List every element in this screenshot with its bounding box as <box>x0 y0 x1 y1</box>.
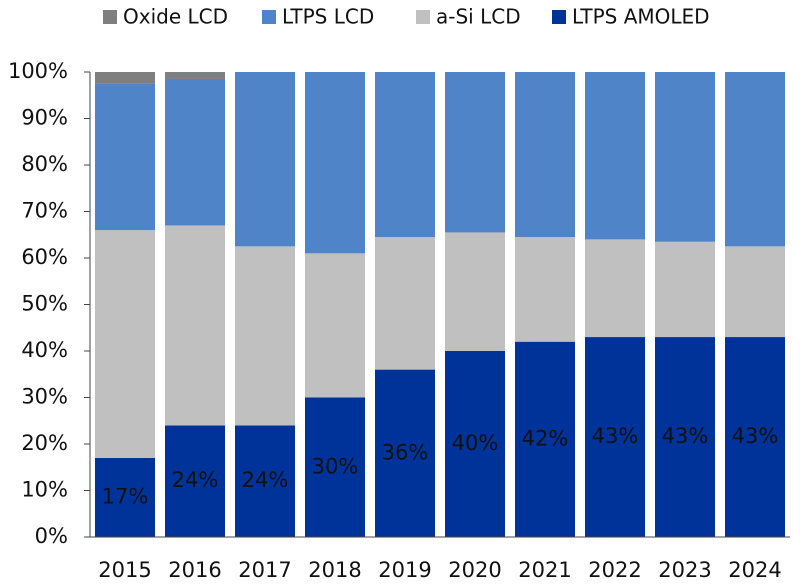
bar-segment <box>515 72 575 238</box>
bar-segment <box>585 337 645 537</box>
legend-label: LTPS LCD <box>282 5 374 29</box>
bar-segment <box>95 457 155 537</box>
x-tick-label: 2023 <box>658 558 711 582</box>
bar-segment <box>95 230 155 458</box>
x-tick-label: 2016 <box>168 558 221 582</box>
legend-swatch <box>103 10 117 24</box>
x-tick-label: 2020 <box>448 558 501 582</box>
bar-segment <box>655 337 715 537</box>
bar-segment <box>305 397 365 537</box>
bar-segment <box>725 337 785 537</box>
bar-segment <box>515 237 575 342</box>
bar-segment <box>305 253 365 398</box>
y-tick-label: 70% <box>21 199 68 223</box>
y-tick-label: 30% <box>21 385 68 409</box>
bar-segment <box>585 239 645 338</box>
bar-segment <box>165 225 225 426</box>
y-tick-label: 0% <box>35 524 68 548</box>
y-tick-label: 50% <box>21 292 68 316</box>
bar-segment <box>445 232 505 351</box>
bar-segment <box>165 72 225 79</box>
legend-swatch <box>552 10 566 24</box>
y-tick-label: 20% <box>21 431 68 455</box>
bar-segment <box>305 72 365 254</box>
bar-segment <box>235 425 295 537</box>
x-tick-label: 2021 <box>518 558 571 582</box>
data-label: 24% <box>242 468 289 492</box>
x-tick-label: 2024 <box>728 558 781 582</box>
data-label: 17% <box>102 484 149 508</box>
data-label: 43% <box>662 424 709 448</box>
y-tick-label: 10% <box>21 478 68 502</box>
bar-segment <box>375 72 435 238</box>
x-tick-label: 2017 <box>238 558 291 582</box>
bar-segment <box>445 351 505 537</box>
bar-segment <box>725 246 785 338</box>
bar-segment <box>95 72 155 84</box>
data-label: 36% <box>382 440 429 464</box>
bar-segment <box>165 425 225 537</box>
x-tick-label: 2022 <box>588 558 641 582</box>
bar-segment <box>445 72 505 233</box>
legend-label: LTPS AMOLED <box>572 5 710 29</box>
legend-label: Oxide LCD <box>123 5 228 29</box>
data-label: 30% <box>312 454 359 478</box>
bar-segment <box>235 246 295 426</box>
y-tick-label: 100% <box>8 59 68 83</box>
legend-label: a-Si LCD <box>436 5 521 29</box>
data-label: 24% <box>172 468 219 492</box>
bar-segment <box>375 369 435 537</box>
data-label: 42% <box>522 426 569 450</box>
y-tick-label: 80% <box>21 152 68 176</box>
legend-swatch <box>262 10 276 24</box>
bar-segment <box>585 72 645 240</box>
x-tick-label: 2019 <box>378 558 431 582</box>
data-label: 40% <box>452 431 499 455</box>
x-tick-label: 2018 <box>308 558 361 582</box>
bar-segment <box>725 72 785 247</box>
bar-segment <box>95 83 155 231</box>
data-label: 43% <box>732 424 779 448</box>
bar-segment <box>515 341 575 537</box>
x-tick-label: 2015 <box>98 558 151 582</box>
data-label: 43% <box>592 424 639 448</box>
y-tick-label: 40% <box>21 338 68 362</box>
y-tick-label: 90% <box>21 106 68 130</box>
y-tick-label: 60% <box>21 245 68 269</box>
bar-segment <box>165 78 225 226</box>
legend-swatch <box>416 10 430 24</box>
bar-segment <box>655 72 715 242</box>
bar-segment <box>655 241 715 338</box>
bar-segment <box>375 237 435 370</box>
bar-segment <box>235 72 295 247</box>
